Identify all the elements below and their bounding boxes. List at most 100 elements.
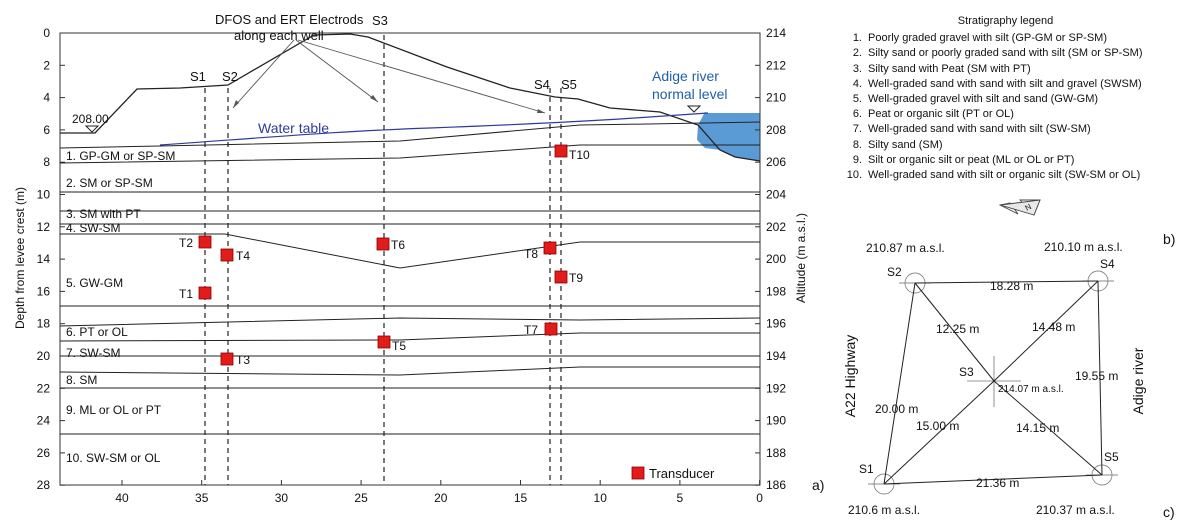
x-tick-label: 5 (677, 491, 684, 505)
legend-item-number: 8. (852, 138, 862, 151)
water-table-line (159, 112, 709, 146)
legend-item: 1. Poorly graded gravel with silt (GP-GM … (843, 31, 1188, 46)
transducer-label-t1: T1 (179, 287, 193, 301)
altitude-tick-label: 214 (766, 26, 786, 40)
legend-item: 6. Peat or organic silt (PT or OL) (843, 107, 1188, 122)
legend-item-text: Silty sand or poorly graded sand with si… (868, 47, 1143, 60)
layer-labels: 1. GP-GM or SP-SM 2. SM or SP-SM 3. SM w… (66, 149, 175, 465)
altitude-tick-label: 206 (766, 155, 786, 169)
depth-tick-label: 14 (37, 252, 51, 266)
legend-item-text: Silty sand with Peat (SM with PT) (868, 62, 1031, 75)
x-tick-label: 10 (594, 491, 608, 505)
depth-tick-label: 2 (43, 58, 50, 72)
transducer-label-t9: T9 (569, 271, 583, 285)
transducer-legend-swatch (631, 466, 645, 480)
legend-item: 3. Silty sand with Peat (SM with PT) (843, 62, 1188, 77)
distance-s1-s2: 20.00 m (875, 402, 918, 416)
x-tick-label: 25 (354, 491, 368, 505)
x-tick-label: 30 (275, 491, 289, 505)
depth-tick-label: 28 (37, 478, 51, 492)
river-label-line-2: normal level (652, 86, 727, 102)
transducer-t9 (554, 270, 568, 284)
transducer-label-t6: T6 (391, 238, 405, 252)
transducer-label-t2: T2 (179, 236, 193, 250)
transducer-t3 (220, 352, 234, 366)
layer-label-9: 9. ML or OL or PT (66, 403, 162, 417)
altitude-axis-title: Altitude (m a.s.l.) (794, 213, 808, 303)
plan-label-s2: S2 (887, 265, 902, 279)
depth-tick-label: 26 (37, 446, 51, 460)
distance-s2-s4: 18.28 m (990, 279, 1033, 293)
depth-tick-label: 12 (37, 220, 51, 234)
legend-item-number: 4. (852, 77, 862, 90)
well-label-s2: S2 (222, 69, 238, 84)
legend-item: 5. Well-graded gravel with silt and sand … (843, 92, 1188, 107)
altitude-tick-label: 190 (766, 414, 786, 428)
legend-item: 4. Well-graded sand with sand with silt a… (843, 77, 1188, 92)
altitude-tick-label: 192 (766, 381, 786, 395)
stratigraphy-legend: Stratigraphy legend 1. Poorly graded grav… (843, 14, 1188, 183)
plan-elev-s2: 210.87 m a.s.l. (866, 241, 945, 255)
transducer-t1 (198, 286, 212, 300)
north-arrow-icon (998, 199, 1041, 216)
panel-label-b: b) (1163, 231, 1175, 247)
legend-item-number: 6. (852, 108, 862, 121)
x-tick-label: 35 (195, 491, 209, 505)
transducer-legend-label: Transducer (649, 466, 715, 481)
river-plan-label: Adige river (1130, 347, 1146, 414)
transducer-t10 (554, 144, 568, 158)
transducer-label-t4: T4 (236, 249, 250, 263)
well-label-s1: S1 (190, 69, 206, 84)
legend-item-text: Poorly graded gravel with silt (GP-GM or… (868, 32, 1108, 45)
river-water (697, 112, 760, 161)
layer-label-6: 6. PT or OL (66, 325, 128, 339)
transducer-t8 (543, 241, 557, 255)
legend-item-number: 5. (852, 93, 862, 106)
legend-item-number: 2. (852, 47, 862, 60)
layer-label-8: 8. SM (66, 373, 97, 387)
ground-profile (60, 33, 761, 162)
legend-item-text: Well-graded sand with silt or organic si… (868, 169, 1141, 182)
x-tick-labels: 40 35 30 25 20 15 10 5 0 (115, 491, 763, 505)
legend-item-number: 9. (852, 153, 862, 166)
plan-elev-s1: 210.6 m a.s.l. (848, 503, 920, 517)
layer-label-3: 3. SM with PT (66, 207, 141, 221)
x-tick-label: 0 (756, 491, 763, 505)
altitude-tick-label: 204 (766, 188, 786, 202)
altitude-tick-label: 202 (766, 220, 786, 234)
cross-section-panel: Depth from levee crest (m) Altitude (m a… (13, 12, 824, 505)
plan-elev-s5: 210.37 m a.s.l. (1036, 503, 1115, 517)
depth-tick-label: 0 (43, 26, 50, 40)
panel-label-a: a) (812, 477, 824, 493)
x-tick-label: 15 (514, 491, 528, 505)
legend-item: 10. Well-graded sand with silt or organic… (843, 168, 1188, 183)
river-label-line-1: Adige river (652, 68, 719, 84)
transducer-label-t7: T7 (524, 323, 538, 337)
distance-s3-s5: 14.15 m (1016, 421, 1059, 435)
distance-s1-s3: 15.00 m (916, 419, 959, 433)
altitude-tick-label: 196 (766, 317, 786, 331)
layer-label-1: 1. GP-GM or SP-SM (66, 149, 175, 163)
altitude-tick-label: 188 (766, 446, 786, 460)
layer-label-10: 10. SW-SM or OL (66, 451, 161, 465)
plan-elev-s3: 214.07 m a.s.l. (998, 384, 1064, 395)
legend-item-text: Well-graded gravel with silt and sand (G… (868, 93, 1099, 106)
x-tick-label: 40 (115, 491, 129, 505)
legend-item-number: 7. (852, 123, 862, 136)
well-label-s5: S5 (561, 77, 577, 92)
legend-item-text: Well-graded sand with sand with silt (SW… (868, 123, 1091, 136)
annotation-arrows (232, 39, 546, 114)
transducer-label-t3: T3 (236, 353, 250, 367)
transducer-t4 (220, 248, 234, 262)
well-label-s4: S4 (534, 77, 550, 92)
left-level-marker (84, 125, 100, 133)
plan-label-s3: S3 (959, 365, 974, 379)
north-label: N (1024, 202, 1034, 213)
depth-tick-label: 18 (37, 317, 51, 331)
plan-connection-lines (883, 280, 1103, 485)
transducer-label-t10: T10 (569, 148, 590, 162)
transducer-labels: T1 T2 T3 T4 T5 T6 T7 T8 T9 T10 (179, 148, 590, 367)
altitude-tick-label: 186 (766, 478, 786, 492)
left-level-label: 208.00 (72, 112, 109, 126)
annotation-line-1: DFOS and ERT Electrods (215, 12, 364, 27)
